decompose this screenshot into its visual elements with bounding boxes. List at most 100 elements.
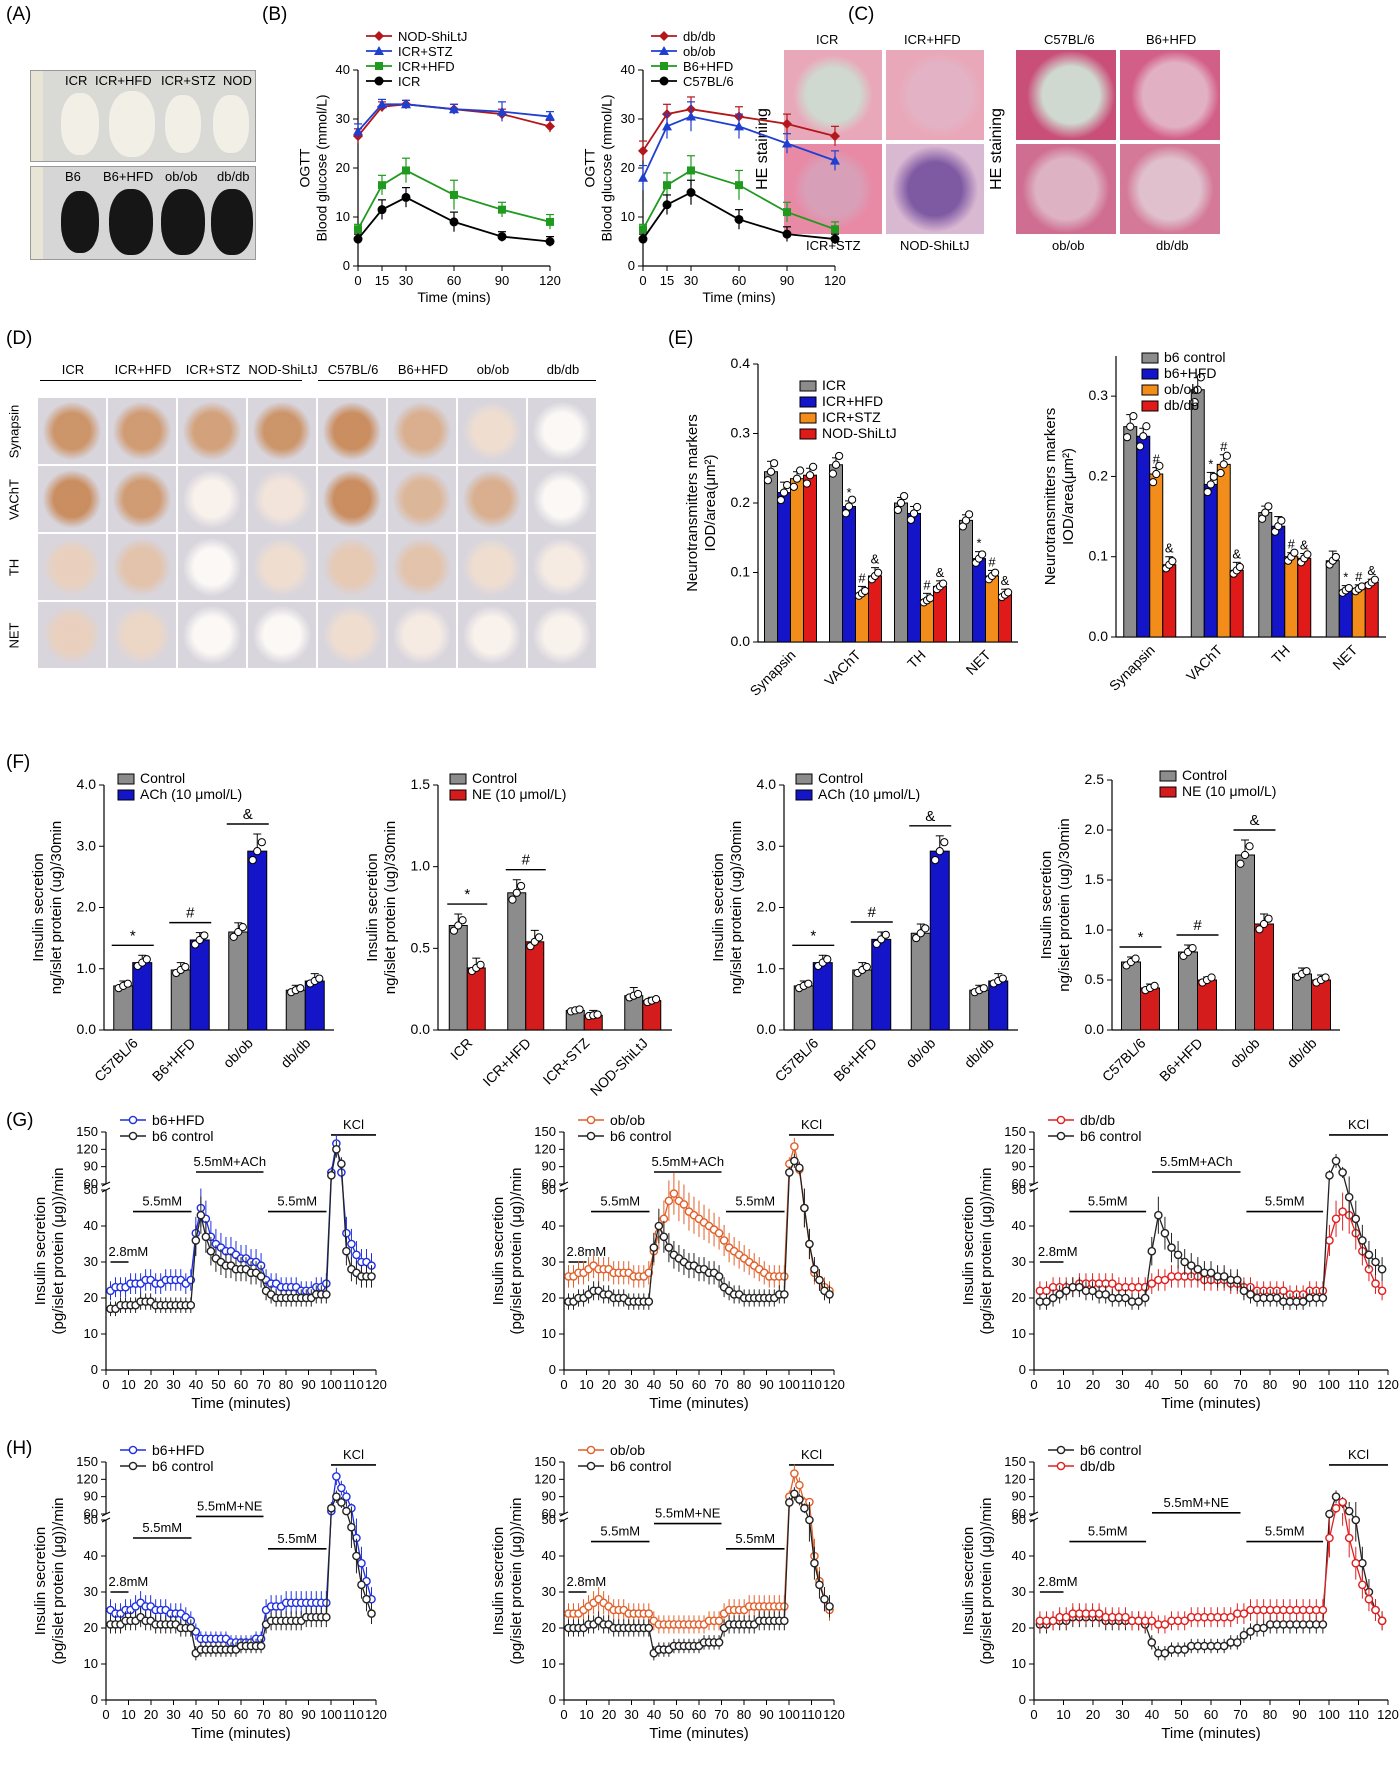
ihc-image <box>248 602 316 668</box>
y-tick-label: 40 <box>1012 1218 1026 1233</box>
mouse-b6 <box>61 191 99 253</box>
data-point <box>1338 1168 1347 1177</box>
data-point <box>1180 1257 1189 1267</box>
data-point <box>719 1236 729 1245</box>
legend-swatch <box>799 380 817 392</box>
x-tick-label: 90 <box>759 1707 773 1722</box>
legend-label: b6 control <box>1080 1442 1141 1458</box>
y-tick-label: 60 <box>542 1176 556 1191</box>
data-point <box>248 855 257 865</box>
y-tick-label: 10 <box>84 1656 98 1671</box>
ihc-column-label: C57BL/6 <box>327 362 379 377</box>
legend-label: Control <box>472 770 517 786</box>
bar <box>113 985 134 1031</box>
data-point <box>935 847 944 856</box>
ihc-image <box>38 602 106 668</box>
y-tick-label: 10 <box>542 1326 556 1341</box>
data-point <box>669 1189 679 1198</box>
legend-label: NE (10 μmol/L) <box>472 786 566 802</box>
data-point <box>1209 472 1218 481</box>
x-tick-label: 90 <box>1292 1707 1306 1722</box>
legend-label: ICR+STZ <box>822 409 881 425</box>
bar <box>1178 951 1198 1031</box>
photo-a-label-5: B6 <box>65 169 81 184</box>
bar <box>1258 512 1273 638</box>
y-tick-label: 0.4 <box>731 355 751 371</box>
y-tick-label: 20 <box>336 160 350 175</box>
data-point <box>1160 1620 1170 1629</box>
ruler <box>31 167 43 259</box>
y-tick-label: 50 <box>542 1182 556 1197</box>
bar <box>1229 569 1244 638</box>
x-tick-label: 80 <box>279 1377 293 1392</box>
ihc-image <box>388 602 456 668</box>
data-point <box>1088 1286 1097 1296</box>
data-point <box>497 232 507 242</box>
significance-mark: * <box>464 886 470 903</box>
data-point <box>353 234 363 244</box>
x-tick-label: ICR+HFD <box>479 1035 533 1089</box>
x-tick-label: 15 <box>375 273 389 288</box>
data-point <box>342 1492 351 1501</box>
y-tick-label: 30 <box>621 111 635 126</box>
y-tick-label: 30 <box>84 1254 98 1269</box>
legend-swatch <box>1141 400 1159 412</box>
data-point <box>401 192 411 202</box>
bar-chart-E2: 0.0 0.1 0.2 0.3 Neurotransmitters markers IOD… <box>1042 349 1386 694</box>
y-tick-label: 30 <box>84 1584 98 1599</box>
mouse-nod <box>213 95 249 153</box>
bar <box>525 941 545 1031</box>
y-tick-label: 150 <box>1004 1124 1026 1139</box>
data-point <box>815 1580 824 1590</box>
data-point <box>795 1163 804 1173</box>
data-point <box>663 181 671 190</box>
ruler <box>31 71 43 161</box>
x-tick-label: 60 <box>1204 1707 1218 1722</box>
x-tick-label: 70 <box>256 1377 270 1392</box>
series-line <box>357 196 551 243</box>
ihc-column-label: ICR+STZ <box>185 362 241 377</box>
photo-a-label-7: ob/ob <box>165 169 198 184</box>
bar <box>247 850 268 1031</box>
x-tick-label: C57BL/6 <box>91 1035 141 1085</box>
data-point <box>229 932 238 942</box>
ihc-image <box>458 534 526 600</box>
data-point <box>1364 1250 1374 1260</box>
data-point <box>508 895 517 904</box>
legend-label: ob/ob <box>610 1442 645 1458</box>
x-tick-label: 100 <box>320 1377 342 1392</box>
legend-label: b6 control <box>1080 1128 1141 1144</box>
legend-swatch <box>799 396 817 408</box>
data-point <box>545 111 555 121</box>
legend-label: C57BL/6 <box>683 74 734 89</box>
ihc-column-label: NOD-ShiLtJ <box>248 362 318 377</box>
data-point <box>353 126 363 136</box>
legend-swatch <box>449 773 467 785</box>
data-point <box>191 1236 201 1245</box>
y-tick-label: 0.2 <box>731 494 751 510</box>
significance-mark: # <box>1193 917 1202 934</box>
bar <box>907 512 921 643</box>
bar <box>871 938 892 1031</box>
data-point <box>913 502 922 512</box>
data-point <box>1344 1192 1354 1202</box>
x-tick-label: 40 <box>647 1377 661 1392</box>
y-tick-label: 120 <box>534 1141 556 1156</box>
mouse-photo-bottom: B6 B6+HFD ob/ob db/db <box>30 166 256 260</box>
data-point <box>1377 1286 1387 1296</box>
bar <box>1325 560 1340 638</box>
data-point <box>796 466 805 475</box>
y-tick-label: 10 <box>1012 1326 1026 1341</box>
x-tick-label: 110 <box>801 1707 822 1722</box>
data-point <box>1075 1282 1084 1292</box>
mouse-ob-ob <box>161 189 205 255</box>
significance-mark: # <box>923 577 931 592</box>
data-point <box>1264 502 1273 511</box>
x-tick-label: 0 <box>560 1707 567 1722</box>
y-tick-label: 20 <box>1012 1290 1026 1305</box>
bar-chart-F2: 0.0 0.5 1.0 1.5 Insulin secretion ng/islet pr… <box>364 770 672 1099</box>
x-tick-label: 70 <box>714 1377 728 1392</box>
data-point <box>357 1558 366 1568</box>
data-point <box>978 550 987 559</box>
y-tick-label: 0 <box>91 1362 98 1377</box>
